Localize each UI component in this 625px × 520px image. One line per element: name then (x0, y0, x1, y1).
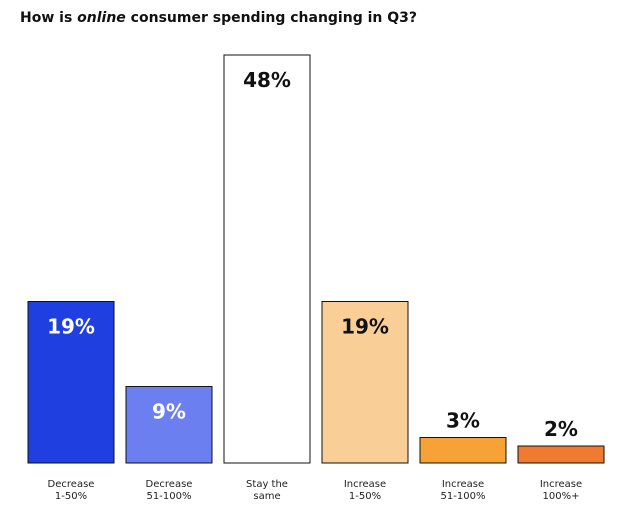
bar-3 (321, 301, 409, 464)
data-label-4: 3% (446, 409, 480, 433)
category-label-0: Decrease 1-50% (48, 479, 95, 502)
data-label-3: 19% (341, 315, 389, 339)
category-label-2: Stay the same (246, 479, 288, 502)
data-label-5: 2% (544, 417, 578, 441)
data-label-0: 19% (47, 315, 95, 339)
bar-2 (223, 54, 311, 464)
bar-5 (517, 445, 605, 464)
data-label-1: 9% (152, 400, 186, 424)
category-label-3: Increase 1-50% (344, 479, 386, 502)
category-label-4: Increase 51-100% (441, 479, 486, 502)
category-label-1: Decrease 51-100% (146, 479, 193, 502)
bar-4 (419, 437, 507, 464)
category-label-5: Increase 100%+ (540, 479, 582, 502)
data-label-2: 48% (243, 68, 291, 92)
chart-title: How is online consumer spending changing… (20, 10, 417, 26)
bar-1 (125, 386, 213, 464)
bar-0 (27, 301, 115, 464)
